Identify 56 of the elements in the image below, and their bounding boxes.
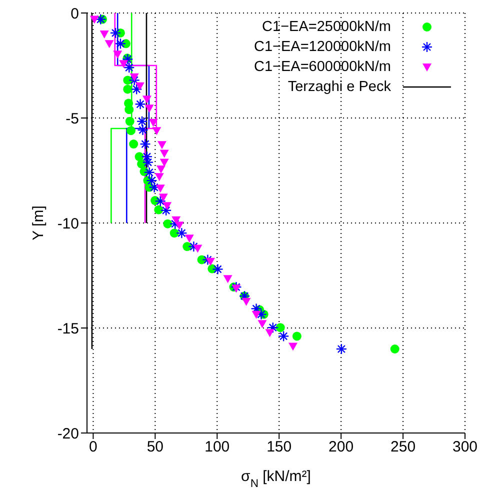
point xyxy=(156,184,165,193)
point xyxy=(390,344,400,354)
point xyxy=(142,96,152,104)
y-tick-label: -10 xyxy=(57,215,79,232)
point xyxy=(292,332,302,341)
point xyxy=(206,258,215,266)
point xyxy=(182,242,192,252)
point xyxy=(223,275,232,284)
point xyxy=(119,60,128,68)
point xyxy=(162,202,172,210)
point xyxy=(276,323,285,332)
y-tick-label: 0 xyxy=(70,5,79,22)
point xyxy=(90,16,99,24)
x-tick-label: 300 xyxy=(452,438,478,456)
y-tick-label: -20 xyxy=(57,425,79,442)
point xyxy=(170,228,179,238)
point xyxy=(288,342,298,351)
point xyxy=(104,40,114,48)
y-tick-label: -15 xyxy=(57,320,79,338)
point xyxy=(163,219,172,228)
point xyxy=(156,166,166,174)
point xyxy=(184,234,194,243)
point xyxy=(100,30,109,38)
legend-label: C1−EA=25000kN/m xyxy=(262,18,391,37)
x-tick-label: 50 xyxy=(146,438,164,456)
point xyxy=(126,126,136,136)
point xyxy=(242,298,251,306)
point xyxy=(174,222,184,230)
point xyxy=(154,205,164,214)
point xyxy=(113,50,122,59)
point xyxy=(148,118,158,127)
point xyxy=(152,127,162,136)
point xyxy=(157,141,166,150)
point xyxy=(144,104,154,113)
x-tick-label: 250 xyxy=(390,438,416,456)
y-axis-title: Y [m] xyxy=(30,206,47,240)
x-tick-label: 0 xyxy=(89,438,98,456)
point xyxy=(154,173,164,182)
point xyxy=(265,329,274,338)
point xyxy=(258,320,267,328)
x-tick-label: 200 xyxy=(328,438,354,456)
x-axis-title: σ$_{N}$ [kN/m²] xyxy=(241,468,311,490)
legend-label: C1−EA=120000kN/m xyxy=(254,38,391,57)
point xyxy=(193,244,202,253)
point xyxy=(129,140,138,149)
point xyxy=(124,105,134,114)
point xyxy=(160,150,169,158)
point xyxy=(125,116,134,126)
x-tick-label: 100 xyxy=(204,438,230,456)
point xyxy=(130,73,139,82)
point xyxy=(158,194,168,202)
legend-label: C1−EA=600000kN/m xyxy=(254,58,391,77)
y-tick-label: -5 xyxy=(66,110,79,128)
x-tick-label: 150 xyxy=(266,438,292,456)
point xyxy=(135,82,144,90)
legend-label: Terzaghi e Peck xyxy=(288,78,391,97)
